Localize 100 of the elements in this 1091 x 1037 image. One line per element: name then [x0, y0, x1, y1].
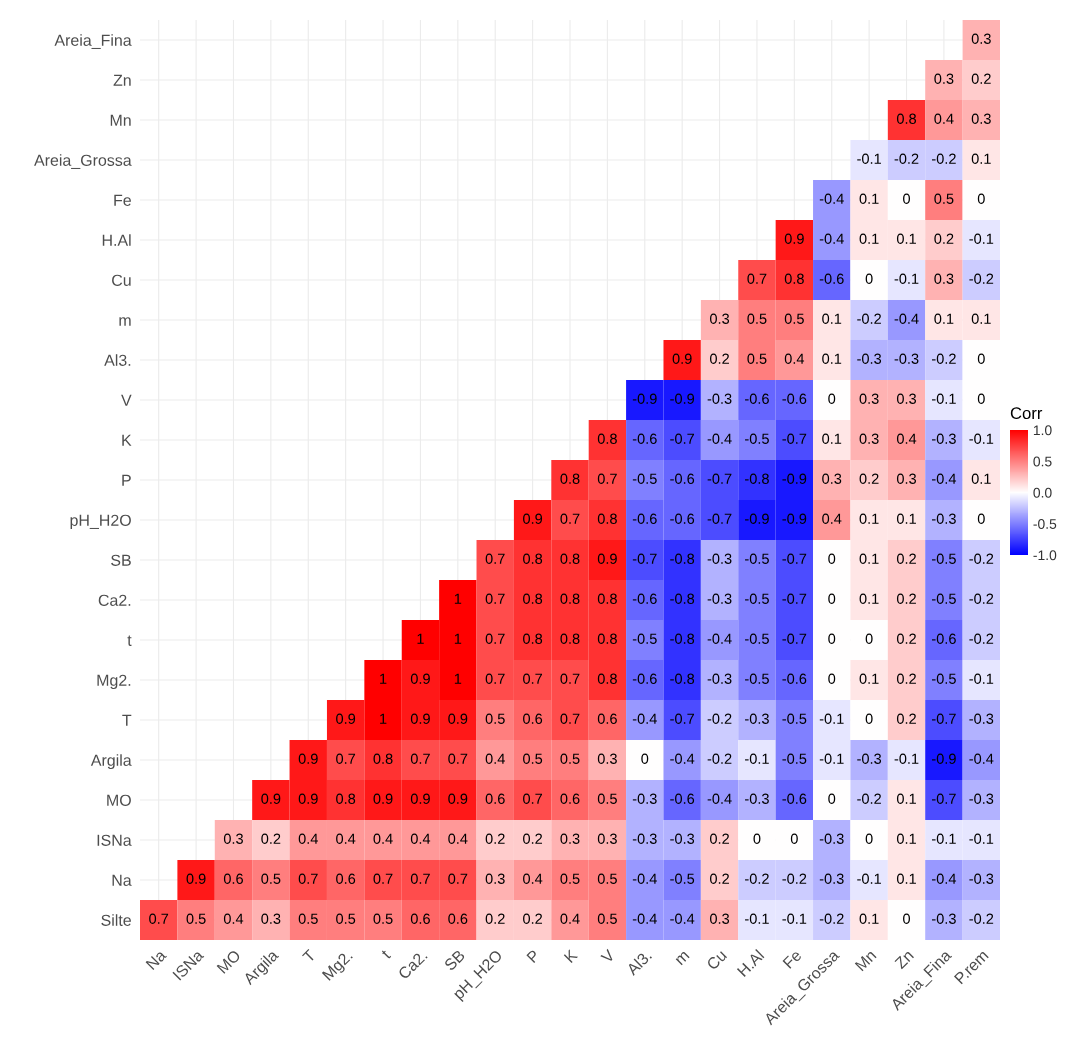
data-label: 0.4	[223, 913, 244, 924]
data-label: -0.2	[782, 873, 807, 884]
data-label: -0.4	[707, 793, 732, 804]
data-label: -0.3	[857, 353, 882, 364]
data-label: 0.3	[710, 313, 730, 324]
data-label: 0.8	[597, 433, 617, 444]
data-label: -0.2	[707, 753, 732, 764]
data-label: 0.9	[448, 713, 468, 724]
y-tick-label: V	[121, 394, 132, 406]
data-label: 0.1	[859, 673, 879, 684]
data-label: 0.2	[261, 833, 281, 844]
data-label: -0.9	[745, 513, 769, 524]
data-label: 0.4	[784, 353, 805, 364]
data-label: -0.6	[670, 473, 695, 484]
data-label: -0.4	[632, 713, 657, 724]
data-label: 0.9	[336, 713, 356, 724]
data-label: -0.5	[670, 873, 695, 884]
data-label: 0.7	[560, 513, 580, 524]
data-label: 0.7	[410, 753, 430, 764]
data-label: 0.1	[971, 473, 991, 484]
data-label: -0.8	[670, 553, 695, 564]
data-label: -0.3	[707, 393, 732, 404]
data-label: -0.1	[969, 833, 994, 844]
data-label: -0.8	[745, 473, 769, 484]
data-label: -0.6	[782, 393, 807, 404]
data-label: -0.7	[932, 713, 956, 724]
data-label: -0.6	[670, 793, 695, 804]
data-label: 0.8	[896, 113, 917, 124]
data-label: 0.1	[859, 513, 879, 524]
x-tick-label: P	[526, 949, 541, 964]
data-label: 0.2	[485, 913, 505, 924]
data-label: 0.3	[934, 73, 954, 84]
data-label: 0.3	[485, 873, 505, 884]
data-label: 0.2	[710, 833, 729, 844]
data-label: 0.8	[597, 633, 617, 644]
data-label: -0.7	[670, 433, 695, 444]
data-label: 0.3	[896, 473, 917, 484]
data-label: -0.9	[782, 513, 807, 524]
data-label: -0.5	[782, 753, 807, 764]
data-label: -0.4	[819, 193, 844, 204]
data-label: -0.4	[819, 233, 844, 244]
data-label: 0.2	[859, 473, 879, 484]
data-label: -0.6	[819, 273, 844, 284]
x-tick-label: Na	[145, 948, 167, 971]
data-label: 0.5	[747, 313, 767, 324]
data-label: 0.3	[597, 833, 617, 844]
data-label: 0.1	[859, 593, 879, 604]
data-label: -0.3	[632, 833, 657, 844]
data-label: 0.9	[373, 793, 393, 804]
data-label: 0.7	[298, 873, 318, 884]
data-label: 0.1	[859, 193, 879, 204]
data-label: 0.7	[448, 753, 468, 764]
data-label: 0.9	[410, 673, 430, 684]
data-label: -0.5	[632, 473, 657, 484]
data-label: 0	[828, 633, 836, 644]
data-label: -0.7	[782, 633, 807, 644]
y-tick-label: m	[119, 317, 131, 326]
data-label: -0.7	[632, 553, 657, 564]
data-label: 0.5	[597, 913, 617, 924]
data-label: 0.2	[896, 553, 916, 564]
data-label: 0.7	[336, 753, 356, 764]
data-label: -0.3	[969, 713, 994, 724]
data-label: 0.7	[485, 673, 505, 684]
data-label: 0.2	[934, 233, 954, 244]
data-label: 0.1	[822, 313, 842, 324]
y-tick-label: Zn	[113, 74, 131, 86]
data-label: -0.6	[632, 593, 657, 604]
data-label: 0.4	[934, 113, 954, 124]
data-label: 0.1	[859, 913, 879, 924]
y-tick-label: Silte	[101, 914, 131, 926]
x-tick-label: Al3.	[625, 949, 653, 977]
data-label: 0.4	[896, 433, 917, 444]
y-tick-label: Ca2.	[98, 594, 131, 606]
data-label: 0.2	[523, 833, 543, 844]
data-label: 0.8	[560, 593, 580, 604]
y-tick-label: ISNa	[97, 834, 132, 846]
data-label: 0.5	[747, 353, 767, 364]
color-bar-label: 1.0	[1033, 425, 1052, 436]
data-label: -0.7	[932, 793, 956, 804]
data-label: 0.7	[485, 593, 505, 604]
data-label: 1	[417, 633, 424, 644]
data-label: 0.9	[410, 713, 430, 724]
data-label: 0.1	[971, 313, 991, 324]
data-label: -0.1	[819, 713, 844, 724]
data-label: -0.1	[932, 833, 956, 844]
color-bar-label: -1.0	[1033, 550, 1057, 561]
data-label: 0.4	[523, 873, 543, 884]
data-label: 0.2	[710, 873, 729, 884]
data-label: -0.3	[857, 753, 882, 764]
data-label: 0	[828, 393, 836, 404]
data-label: -0.6	[632, 433, 657, 444]
data-label: -0.7	[707, 513, 732, 524]
data-label: -0.3	[632, 793, 657, 804]
data-label: -0.1	[894, 753, 919, 764]
y-tick-label: Mg2.	[97, 674, 131, 690]
x-tick-label: t	[380, 949, 392, 960]
data-label: 0.9	[298, 753, 318, 764]
y-tick-label: Mn	[110, 114, 131, 126]
data-label: 0.5	[597, 793, 617, 804]
data-label: -0.6	[745, 393, 769, 404]
